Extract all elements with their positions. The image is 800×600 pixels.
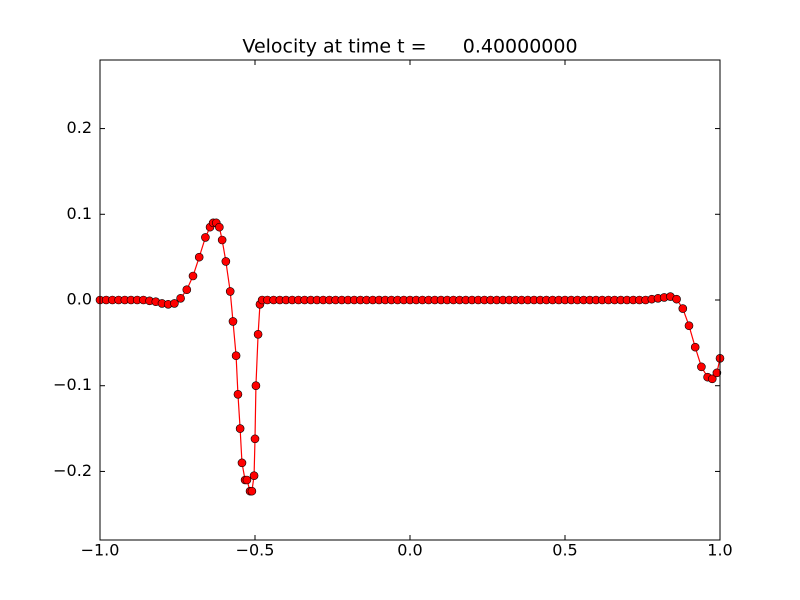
data-point (684, 321, 694, 331)
plot-frame (99, 59, 721, 541)
data-point (217, 235, 227, 245)
y-tick-label: −0.1 (53, 375, 92, 394)
data-point (707, 374, 717, 384)
data-point (242, 475, 252, 485)
data-point (170, 299, 179, 308)
data-point (231, 351, 241, 361)
data-point (678, 304, 688, 313)
data-point (672, 294, 681, 304)
data-point (712, 368, 722, 378)
data-point (201, 233, 210, 242)
data-point (228, 317, 238, 326)
data-point (253, 329, 263, 339)
data-point (250, 434, 260, 444)
x-tick-label: −1.0 (81, 541, 120, 560)
data-point (215, 222, 224, 232)
y-tick-label: 0.1 (67, 204, 92, 223)
data-point (176, 293, 185, 303)
data-point (194, 252, 204, 262)
x-tick-label: 1.0 (707, 541, 732, 560)
data-point (188, 271, 198, 281)
data-point (225, 287, 235, 296)
data-point (697, 362, 706, 372)
chart-title: Velocity at time t = 0.40000000 (242, 36, 577, 58)
x-tick-label: −0.5 (236, 541, 275, 560)
data-point (251, 381, 261, 391)
y-tick-label: 0.2 (67, 118, 92, 137)
x-tick-label: 0.0 (397, 541, 422, 560)
data-point (247, 486, 257, 496)
data-point (235, 424, 245, 433)
x-tick-label: 0.5 (552, 541, 577, 560)
data-point (233, 389, 243, 399)
y-tick-label: 0.0 (67, 290, 92, 309)
data-point (690, 342, 700, 352)
y-tick-label: −0.2 (53, 461, 92, 480)
data-point (182, 285, 192, 295)
data-point (249, 471, 259, 481)
data-point (221, 257, 231, 266)
data-point (237, 458, 247, 468)
